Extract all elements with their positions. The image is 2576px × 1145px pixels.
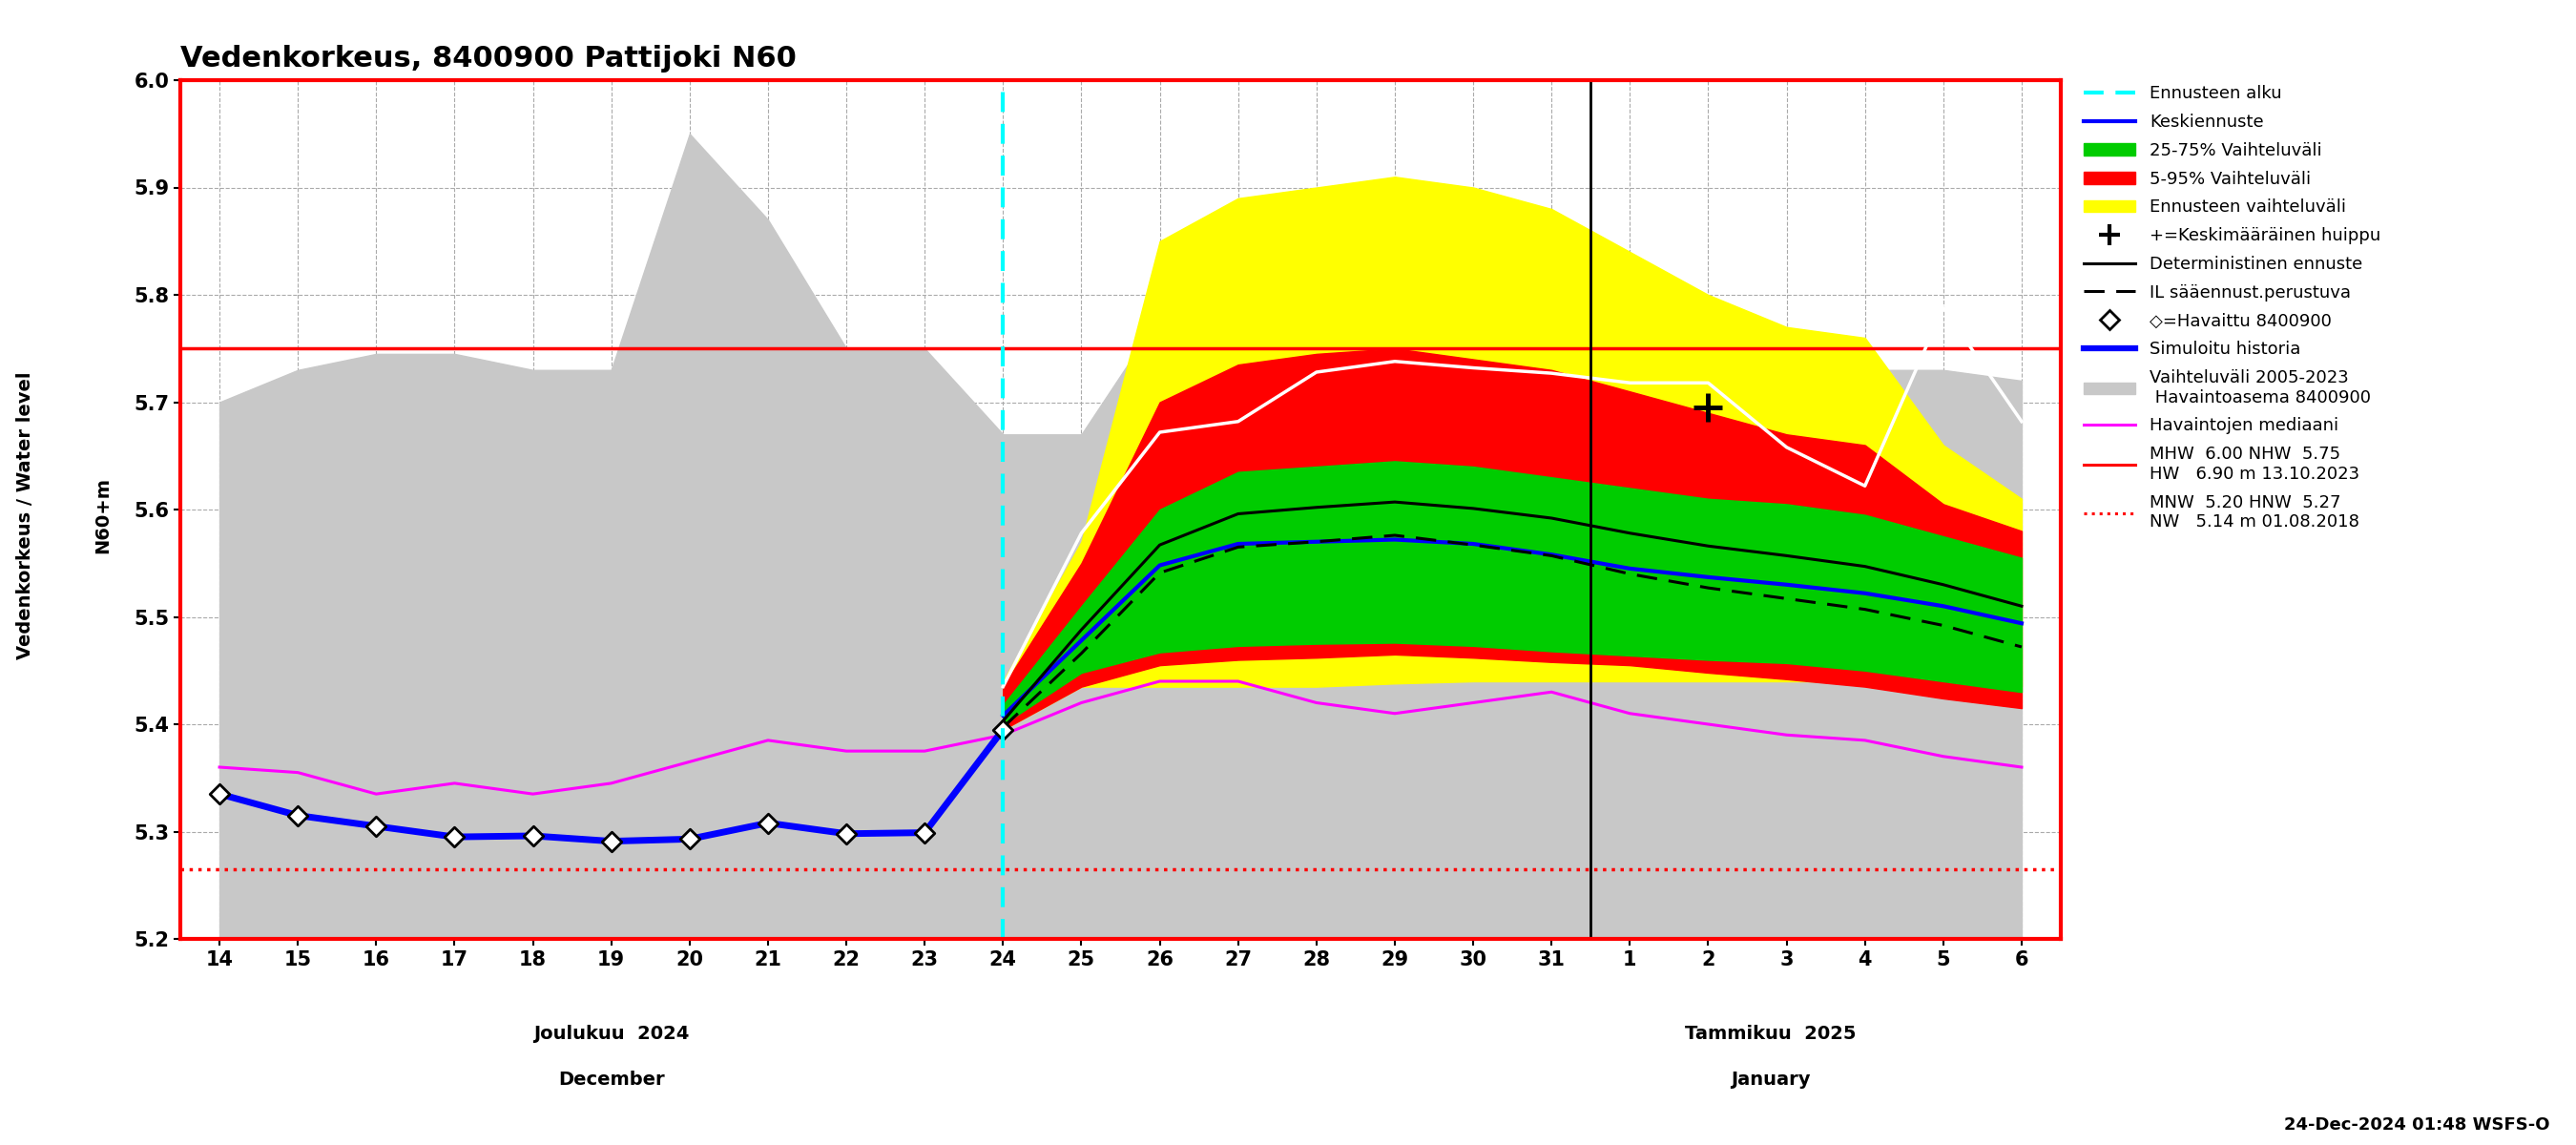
Text: N60+m: N60+m [93, 477, 113, 553]
Text: December: December [559, 1071, 665, 1089]
Text: Tammikuu  2025: Tammikuu 2025 [1685, 1025, 1857, 1043]
Point [590, 832, 631, 851]
Text: Joulukuu  2024: Joulukuu 2024 [533, 1025, 690, 1043]
Legend: Ennusteen alku, Keskiennuste, 25-75% Vaihteluväli, 5-95% Vaihteluväli, Ennusteen: Ennusteen alku, Keskiennuste, 25-75% Vai… [2079, 80, 2385, 536]
Text: Vedenkorkeus, 8400900 Pattijoki N60: Vedenkorkeus, 8400900 Pattijoki N60 [180, 45, 796, 72]
Point [355, 818, 397, 836]
Point [747, 814, 788, 832]
Point [904, 823, 945, 842]
Point [433, 828, 474, 846]
Point [827, 824, 868, 843]
Point [513, 827, 554, 845]
Text: Vedenkorkeus / Water level: Vedenkorkeus / Water level [15, 371, 36, 660]
Point [198, 784, 240, 803]
Point [278, 806, 319, 824]
Point [670, 830, 711, 848]
Text: January: January [1731, 1071, 1811, 1089]
Text: 24-Dec-2024 01:48 WSFS-O: 24-Dec-2024 01:48 WSFS-O [2285, 1116, 2550, 1134]
Point [981, 720, 1023, 739]
